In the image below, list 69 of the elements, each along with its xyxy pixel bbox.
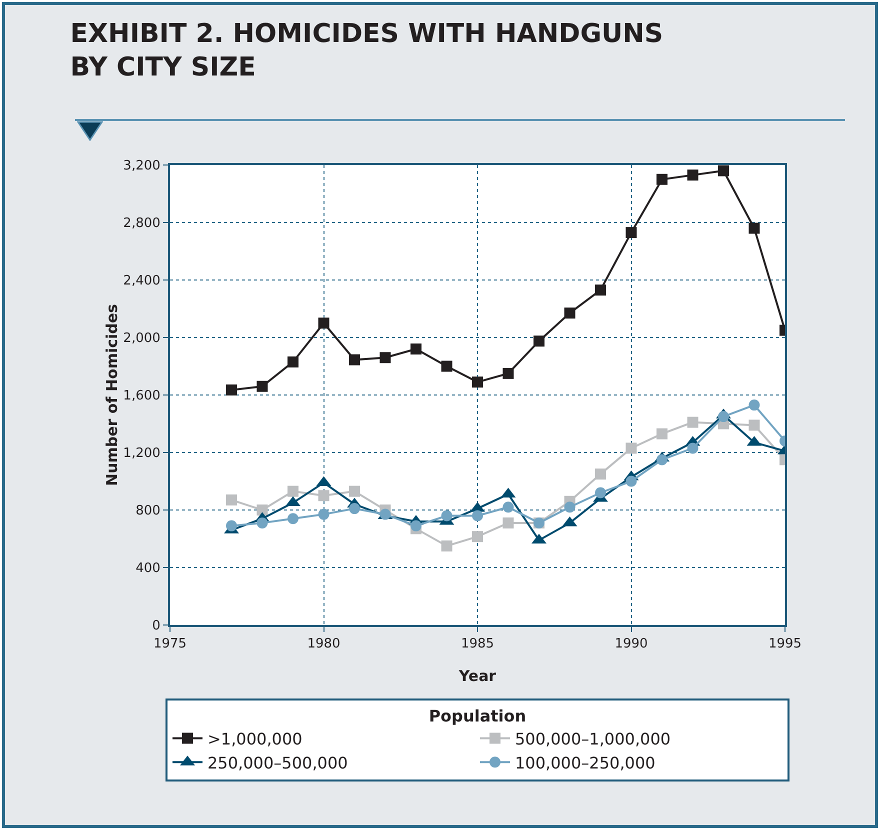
point: [687, 170, 698, 181]
point: [472, 510, 483, 522]
point: [226, 384, 237, 396]
point: [256, 517, 268, 528]
point: [564, 502, 576, 513]
point: [748, 420, 760, 431]
y-tick-label: 2,000: [123, 331, 160, 346]
point: [318, 508, 330, 520]
point: [534, 336, 544, 347]
point: [626, 442, 637, 454]
point: [226, 520, 237, 532]
point: [595, 487, 606, 498]
point: [472, 376, 483, 388]
point: [687, 416, 698, 428]
chart-title: EXHIBIT 2. HOMICIDES WITH HANDGUNS BY CITY SIZE: [70, 18, 664, 83]
legend-label: >1,000,000: [208, 730, 302, 749]
y-tick-label: 1,600: [123, 388, 160, 404]
legend-label: 100,000–250,000: [515, 753, 656, 772]
point: [626, 476, 637, 487]
point: [502, 517, 514, 528]
point: [288, 356, 298, 368]
legend-label: 250,000–500,000: [208, 753, 348, 772]
point: [226, 494, 237, 506]
point: [441, 510, 452, 522]
point: [748, 400, 760, 411]
point: [349, 503, 360, 514]
legend-title: Population: [428, 706, 526, 726]
y-tick-label: 2,400: [123, 274, 160, 289]
point: [564, 308, 576, 319]
point: [256, 504, 268, 516]
point: [441, 540, 452, 552]
point: [472, 531, 483, 542]
point: [595, 468, 606, 480]
point: [318, 318, 330, 329]
y-tick-label: 1,200: [123, 446, 160, 462]
point: [718, 165, 729, 176]
x-tick-label: 1995: [768, 636, 802, 652]
legend-label: 500,000–1,000,000: [515, 730, 671, 749]
point: [349, 354, 360, 366]
x-axis-title: Year: [458, 667, 497, 685]
point: [318, 490, 330, 502]
point: [656, 174, 668, 185]
point: [288, 486, 298, 497]
x-tick-label: 1985: [460, 636, 494, 652]
y-tick-label: 3,200: [123, 158, 160, 174]
y-tick-label: 400: [136, 561, 160, 576]
point: [502, 502, 514, 513]
point: [502, 368, 514, 379]
point: [656, 454, 668, 466]
point: [748, 222, 760, 234]
point: [656, 428, 668, 440]
point: [718, 411, 729, 422]
y-tick-label: 2,800: [123, 216, 160, 232]
y-tick-label: 800: [136, 504, 160, 519]
point: [256, 380, 268, 392]
point: [380, 352, 391, 364]
point: [626, 227, 637, 238]
x-tick-label: 1980: [307, 636, 340, 652]
y-axis-title: Number of Homicides: [103, 304, 122, 486]
point: [288, 513, 298, 524]
x-tick-label: 1990: [614, 636, 648, 652]
point: [687, 442, 698, 454]
y-tick-label: 0: [152, 618, 160, 634]
point: [441, 360, 452, 372]
point: [595, 284, 606, 296]
point: [410, 520, 422, 532]
point: [349, 486, 360, 497]
point: [410, 344, 422, 354]
x-tick-label: 1975: [153, 636, 187, 652]
